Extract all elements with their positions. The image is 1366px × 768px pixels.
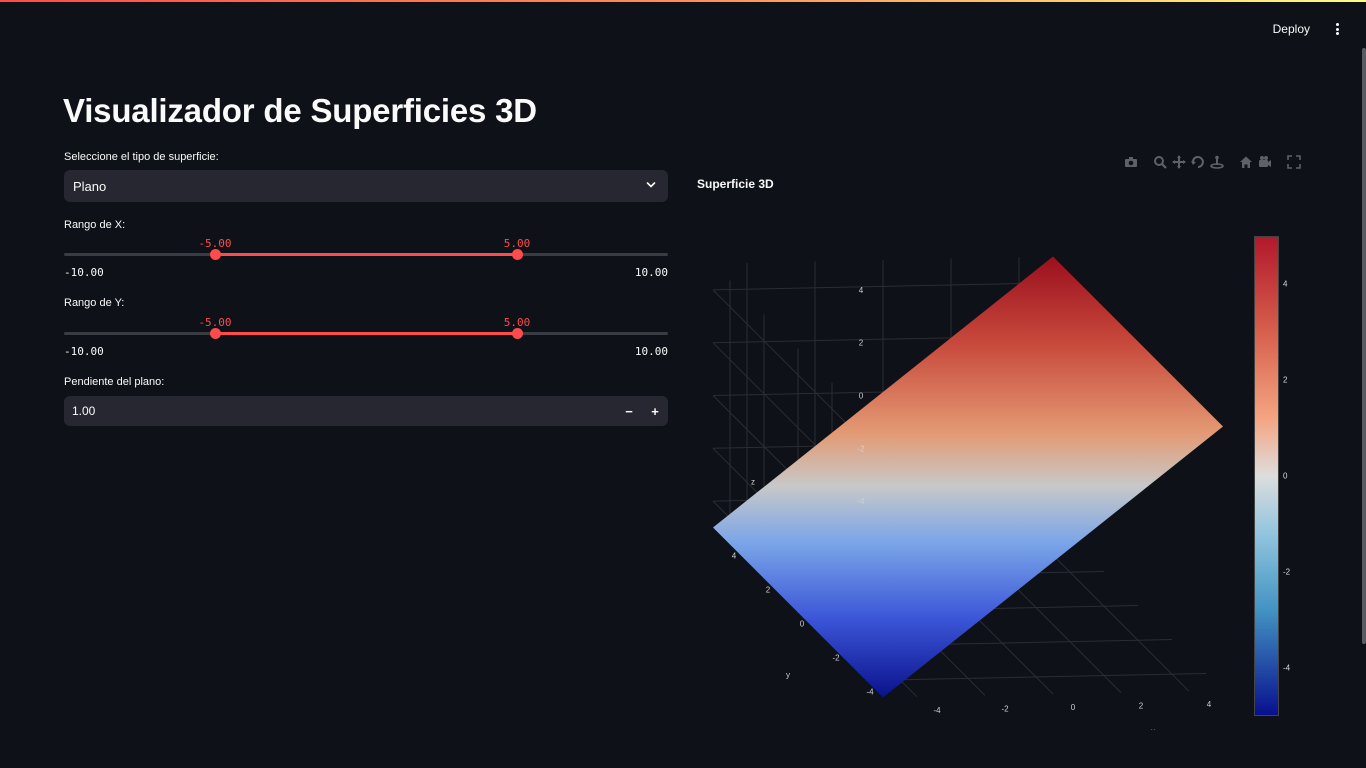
- slider-thumb-high[interactable]: [512, 328, 523, 339]
- z-tick-label: -2: [857, 444, 865, 453]
- zoom-icon[interactable]: [1153, 155, 1167, 169]
- z-tick-label: -4: [857, 497, 865, 506]
- colorbar-tick-label: -2: [1283, 567, 1291, 577]
- chevron-down-icon: [646, 182, 656, 188]
- x-tick-label: 0: [1071, 703, 1076, 712]
- slider-fill: [215, 332, 517, 335]
- y-tick-label: 0: [800, 620, 805, 629]
- home-icon[interactable]: [1239, 155, 1253, 169]
- orbit-rotation-icon[interactable]: [1191, 155, 1205, 169]
- slider-max-label: 10.00: [634, 345, 668, 358]
- surface-type-value: Plano: [73, 178, 107, 194]
- colorbar-tick-label: -4: [1283, 663, 1291, 673]
- camera-icon[interactable]: [1124, 155, 1138, 169]
- colorbar-tick-label: 4: [1283, 279, 1288, 289]
- slider-low-value: -5.00: [198, 316, 232, 329]
- z-tick-label: 0: [859, 392, 864, 401]
- colorbar: [1254, 236, 1279, 716]
- slider-high-value: 5.00: [503, 316, 531, 329]
- reset-camera-icon[interactable]: [1258, 155, 1272, 169]
- deploy-button[interactable]: Deploy: [1272, 22, 1310, 36]
- slope-label: Pendiente del plano:: [64, 376, 165, 388]
- slider-low-value: -5.00: [198, 237, 232, 250]
- y-tick-label: 2: [766, 586, 771, 595]
- slider-thumb-low[interactable]: [210, 328, 221, 339]
- page-scrollbar[interactable]: [1362, 48, 1366, 644]
- decrement-button[interactable]: −: [625, 403, 633, 419]
- x-tick-label: 4: [1207, 700, 1212, 709]
- x-range-slider[interactable]: -5.00 5.00 -10.00 10.00: [64, 237, 668, 300]
- slider-high-value: 5.00: [503, 237, 531, 250]
- z-tick-label: 2: [859, 339, 864, 348]
- y-axis-title: y: [786, 671, 790, 680]
- z-axis-title: z: [751, 478, 755, 487]
- pan-icon[interactable]: [1172, 155, 1186, 169]
- y-tick-label: -4: [866, 688, 874, 697]
- y-range-label: Rango de Y:: [64, 297, 125, 309]
- y-tick-label: -2: [832, 654, 840, 663]
- slider-thumb-low[interactable]: [210, 249, 221, 260]
- fullscreen-icon[interactable]: [1287, 155, 1301, 169]
- top-decoration-stripe: [0, 0, 1366, 2]
- x-tick-label: -4: [933, 706, 941, 715]
- slider-min-label: -10.00: [64, 345, 104, 358]
- y-tick-label: 4: [732, 552, 737, 561]
- slider-thumb-high[interactable]: [512, 249, 523, 260]
- z-tick-label: 4: [859, 286, 864, 295]
- colorbar-tick-label: 2: [1283, 375, 1288, 385]
- y-range-slider[interactable]: -5.00 5.00 -10.00 10.00: [64, 316, 668, 379]
- slider-fill: [215, 253, 517, 256]
- plot-modebar: [1124, 154, 1306, 170]
- slope-input[interactable]: 1.00: [72, 404, 96, 418]
- surface-type-label: Seleccione el tipo de superficie:: [64, 151, 219, 163]
- slider-max-label: 10.00: [634, 266, 668, 279]
- slider-min-label: -10.00: [64, 266, 104, 279]
- page-title: Visualizador de Superficies 3D: [63, 92, 537, 129]
- x-range-label: Rango de X:: [64, 219, 126, 231]
- app-header: Deploy: [1273, 0, 1366, 58]
- x-axis-title: x: [1151, 727, 1155, 730]
- surface-mesh[interactable]: [713, 256, 1223, 698]
- kebab-menu-icon[interactable]: [1330, 21, 1344, 37]
- colorbar-tick-label: 0: [1283, 471, 1288, 481]
- x-tick-label: -2: [1001, 704, 1009, 713]
- turntable-rotation-icon[interactable]: [1210, 155, 1224, 169]
- surface-type-select[interactable]: Plano: [64, 170, 668, 202]
- slope-number-input: 1.00 − +: [64, 396, 668, 426]
- surface-3d-plot[interactable]: -4 -2 0 2 4 -4 -2 0 2 4 -4 -2 0 2 4 z x y: [680, 190, 1340, 730]
- increment-button[interactable]: +: [651, 403, 659, 419]
- x-tick-label: 2: [1139, 702, 1144, 711]
- plot-title: Superficie 3D: [697, 177, 774, 191]
